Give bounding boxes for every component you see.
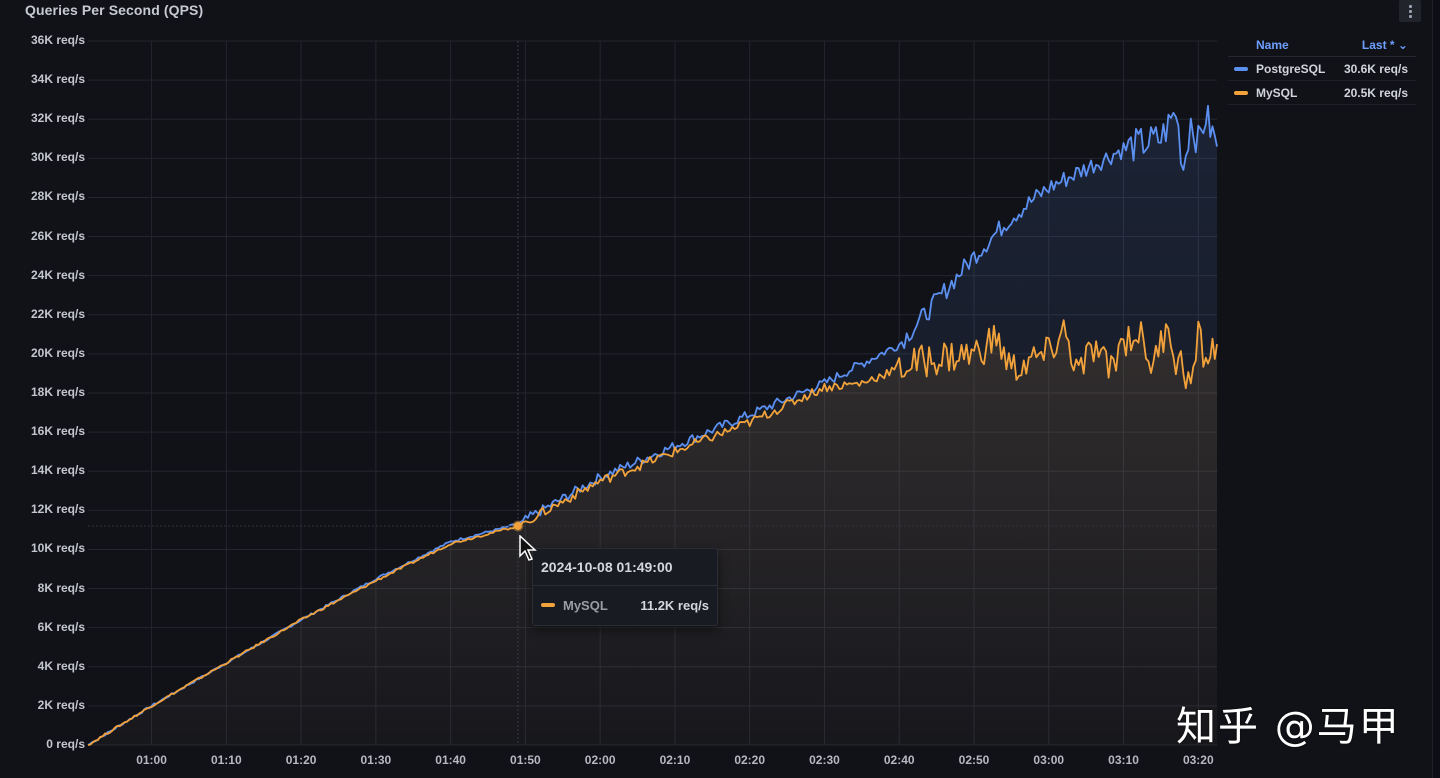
y-axis-tick-label: 28K req/s: [30, 189, 85, 204]
legend-item-name: MySQL: [1256, 85, 1298, 100]
y-axis-tick-label: 36K req/s: [30, 33, 85, 47]
x-axis-tick-label: 01:40: [435, 753, 466, 767]
kebab-dot: [1408, 9, 1412, 13]
x-axis-tick-label: 01:10: [210, 753, 242, 767]
y-axis-tick-label: 32K req/s: [30, 111, 85, 126]
watermark: 知乎 @马甲: [1176, 704, 1401, 750]
mouse-pointer-icon: [519, 535, 537, 561]
kebab-dot: [1408, 14, 1412, 18]
y-axis-tick-label: 0 req/s: [46, 737, 85, 751]
y-axis-tick-label: 26K req/s: [30, 228, 85, 243]
x-axis-tick-label: 02:10: [659, 753, 691, 767]
y-axis-tick-label: 2K req/s: [37, 697, 85, 712]
series-color-swatch: [1234, 66, 1248, 71]
legend-header: Name Last * ⌄: [1228, 34, 1416, 57]
legend-item-value: 20.5K req/s: [1343, 85, 1408, 100]
legend-table: Name Last * ⌄ PostgreSQL 30.6K req/s MyS…: [1228, 34, 1416, 105]
legend-item-value: 30.6K req/s: [1343, 61, 1408, 76]
tooltip-time: 2024-10-08 01:49:00: [533, 549, 717, 586]
y-axis-tick-label: 18K req/s: [30, 385, 85, 399]
y-axis-tick-label: 24K req/s: [30, 267, 85, 282]
legend-item-mysql[interactable]: MySQL 20.5K req/s: [1228, 81, 1416, 105]
y-axis-tick-label: 22K req/s: [30, 306, 85, 321]
x-axis-tick-label: 02:20: [734, 753, 766, 767]
y-axis-tick-label: 34K req/s: [30, 72, 85, 87]
kebab-menu-icon: [1408, 4, 1412, 8]
x-axis-tick-label: 03:00: [1033, 753, 1065, 767]
x-axis-tick-label: 02:00: [584, 753, 616, 767]
panel-menu-button[interactable]: [1399, 0, 1421, 22]
series-color-swatch: [541, 603, 555, 607]
series-line-mysql[interactable]: [87, 319, 1218, 746]
y-axis-tick-label: 20K req/s: [30, 345, 85, 360]
y-axis-tick-label: 14K req/s: [30, 463, 85, 478]
legend-header-name[interactable]: Name: [1256, 38, 1289, 52]
series-line-postgresql[interactable]: [87, 104, 1218, 746]
legend-header-last-sort[interactable]: Last * ⌄: [1361, 38, 1408, 52]
tooltip-series-value: 11.2K req/s: [640, 597, 709, 613]
legend-item-name: PostgreSQL: [1256, 61, 1326, 76]
x-axis-tick-label: 01:20: [285, 753, 317, 767]
x-axis-tick-label: 03:10: [1108, 753, 1139, 767]
y-axis-tick-label: 30K req/s: [30, 150, 85, 165]
y-axis-tick-label: 12K req/s: [30, 502, 85, 517]
legend-item-postgresql[interactable]: PostgreSQL 30.6K req/s: [1228, 57, 1416, 81]
x-axis-tick-label: 01:50: [510, 753, 541, 767]
y-axis-tick-label: 4K req/s: [37, 658, 85, 673]
y-axis-tick-label: 16K req/s: [30, 424, 85, 439]
x-axis-tick-label: 02:40: [883, 753, 915, 767]
x-axis-tick-label: 03:20: [1182, 753, 1214, 767]
panel-title: Queries Per Second (QPS): [25, 2, 204, 18]
y-axis-tick-label: 8K req/s: [37, 580, 85, 595]
y-axis-tick-label: 10K req/s: [30, 541, 85, 556]
x-axis-tick-label: 02:50: [958, 753, 990, 767]
y-axis-tick-label: 6K req/s: [37, 619, 85, 634]
tooltip-series-name: MySQL: [563, 597, 608, 613]
series-color-swatch: [1234, 90, 1248, 95]
hover-tooltip: 2024-10-08 01:49:00 MySQL 11.2K req/s: [532, 548, 718, 626]
x-axis-tick-label: 01:30: [360, 753, 392, 767]
x-axis-tick-label: 02:30: [809, 753, 840, 767]
x-axis-tick-label: 01:00: [136, 753, 167, 767]
tooltip-series-row: MySQL 11.2K req/s: [533, 586, 717, 624]
timeseries-plot[interactable]: [0, 0, 1226, 778]
